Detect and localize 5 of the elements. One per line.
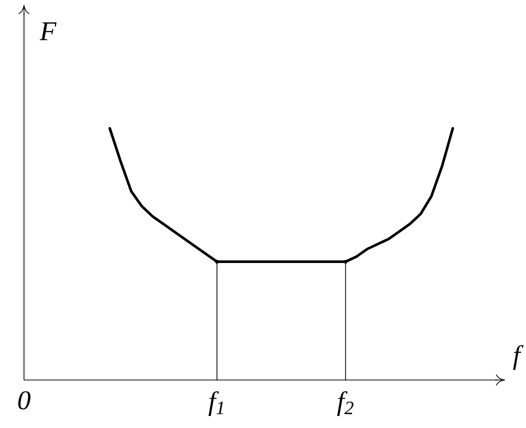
x-tick-label: 0 — [18, 391, 30, 410]
x-tick-label: f$_{2}$ — [337, 391, 354, 416]
y-axis-title: F — [40, 22, 57, 40]
x-tick-label: f$_{1}$ — [208, 391, 224, 416]
x-axis-title: f — [513, 345, 524, 370]
